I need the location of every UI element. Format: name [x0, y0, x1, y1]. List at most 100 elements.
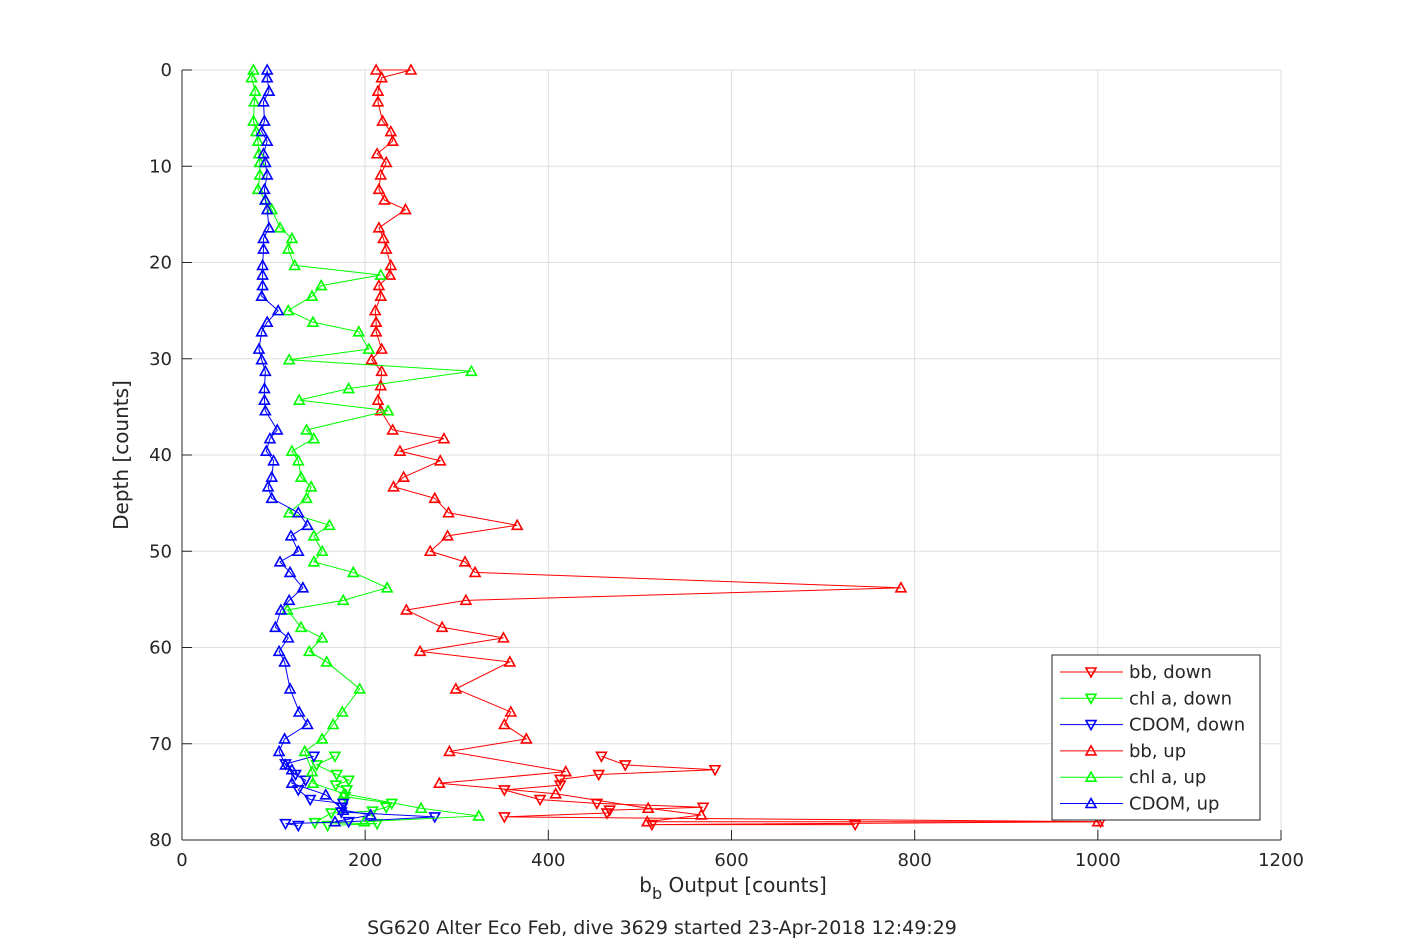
- data-point: [435, 620, 449, 633]
- data-point: [315, 544, 329, 557]
- legend-label: chl a, up: [1129, 767, 1206, 788]
- data-point: [384, 258, 398, 271]
- legend-label: bb, down: [1129, 662, 1212, 683]
- data-point: [285, 444, 299, 456]
- data-point: [443, 744, 456, 757]
- data-point: [294, 620, 308, 633]
- data-point: [269, 620, 282, 633]
- series-bb-down: [498, 751, 1107, 832]
- data-point: [369, 63, 383, 75]
- data-point: [255, 353, 269, 365]
- data-point: [336, 803, 350, 815]
- data-point: [377, 231, 390, 244]
- data-point: [262, 84, 276, 96]
- data-point: [458, 555, 472, 567]
- data-point: [245, 71, 258, 83]
- data-point: [272, 644, 286, 657]
- data-point: [306, 315, 320, 327]
- data-point: [372, 182, 386, 195]
- data-point: [273, 221, 287, 233]
- data-point: [362, 342, 376, 354]
- data-point: [519, 732, 533, 744]
- series-line: [258, 70, 371, 823]
- data-point: [261, 480, 275, 492]
- data-point: [337, 787, 351, 799]
- data-point: [393, 444, 407, 456]
- x-label-main: b: [639, 873, 652, 897]
- data-point: [346, 565, 360, 578]
- data-point: [281, 303, 295, 316]
- caption: SG620 Alter Eco Feb, dive 3629 started 2…: [367, 917, 957, 939]
- data-point: [299, 775, 312, 787]
- data-point: [472, 809, 486, 821]
- data-point: [376, 114, 389, 126]
- y-tick-label: 60: [149, 638, 172, 659]
- data-point: [468, 565, 482, 578]
- x-label-subscript: b: [652, 884, 662, 903]
- data-point: [247, 63, 260, 75]
- data-point: [280, 603, 294, 615]
- data-point: [296, 581, 310, 593]
- data-point: [283, 565, 297, 578]
- data-point: [370, 147, 384, 159]
- data-point: [379, 155, 393, 168]
- data-point: [423, 544, 437, 557]
- data-point: [375, 364, 389, 377]
- data-point: [372, 278, 386, 291]
- data-point: [374, 289, 388, 301]
- data-point: [428, 491, 442, 504]
- data-point: [400, 603, 413, 615]
- data-point: [375, 342, 389, 354]
- data-point: [590, 798, 604, 811]
- data-point: [603, 805, 617, 817]
- data-point: [696, 802, 710, 814]
- data-point: [319, 788, 333, 800]
- data-point: [260, 71, 274, 83]
- data-point: [263, 431, 277, 444]
- data-point: [335, 705, 349, 717]
- data-point: [618, 760, 632, 772]
- data-point: [375, 71, 389, 83]
- data-point: [248, 84, 262, 96]
- data-point: [306, 776, 320, 789]
- data-point: [257, 147, 270, 159]
- data-point: [279, 818, 292, 831]
- data-point: [320, 655, 334, 667]
- data-point: [303, 794, 317, 807]
- data-point: [640, 815, 654, 827]
- data-point: [258, 155, 272, 168]
- data-point: [387, 480, 400, 492]
- data-point: [374, 379, 388, 391]
- data-point: [258, 393, 271, 405]
- data-point: [253, 168, 267, 180]
- data-point: [399, 202, 412, 215]
- data-point: [285, 231, 299, 244]
- data-point: [291, 785, 305, 797]
- y-tick-label: 10: [149, 156, 172, 177]
- data-point: [498, 812, 511, 824]
- data-point: [330, 769, 344, 782]
- data-point: [270, 423, 284, 435]
- data-point: [300, 491, 313, 504]
- data-point: [265, 491, 279, 504]
- data-point: [404, 63, 418, 75]
- data-point: [397, 470, 410, 482]
- data-point: [315, 732, 329, 744]
- data-point: [257, 95, 270, 107]
- data-point: [247, 95, 261, 107]
- series-layer: [245, 63, 1107, 833]
- data-point: [559, 765, 573, 777]
- data-point: [641, 801, 655, 814]
- data-point: [378, 193, 391, 205]
- data-point: [260, 168, 274, 180]
- data-point: [307, 555, 321, 567]
- data-point: [291, 454, 305, 466]
- data-point: [352, 325, 366, 337]
- data-point: [255, 124, 269, 137]
- data-point: [292, 705, 306, 717]
- data-point: [278, 655, 291, 667]
- data-point: [383, 268, 397, 280]
- data-point: [294, 470, 308, 482]
- data-point: [301, 717, 314, 730]
